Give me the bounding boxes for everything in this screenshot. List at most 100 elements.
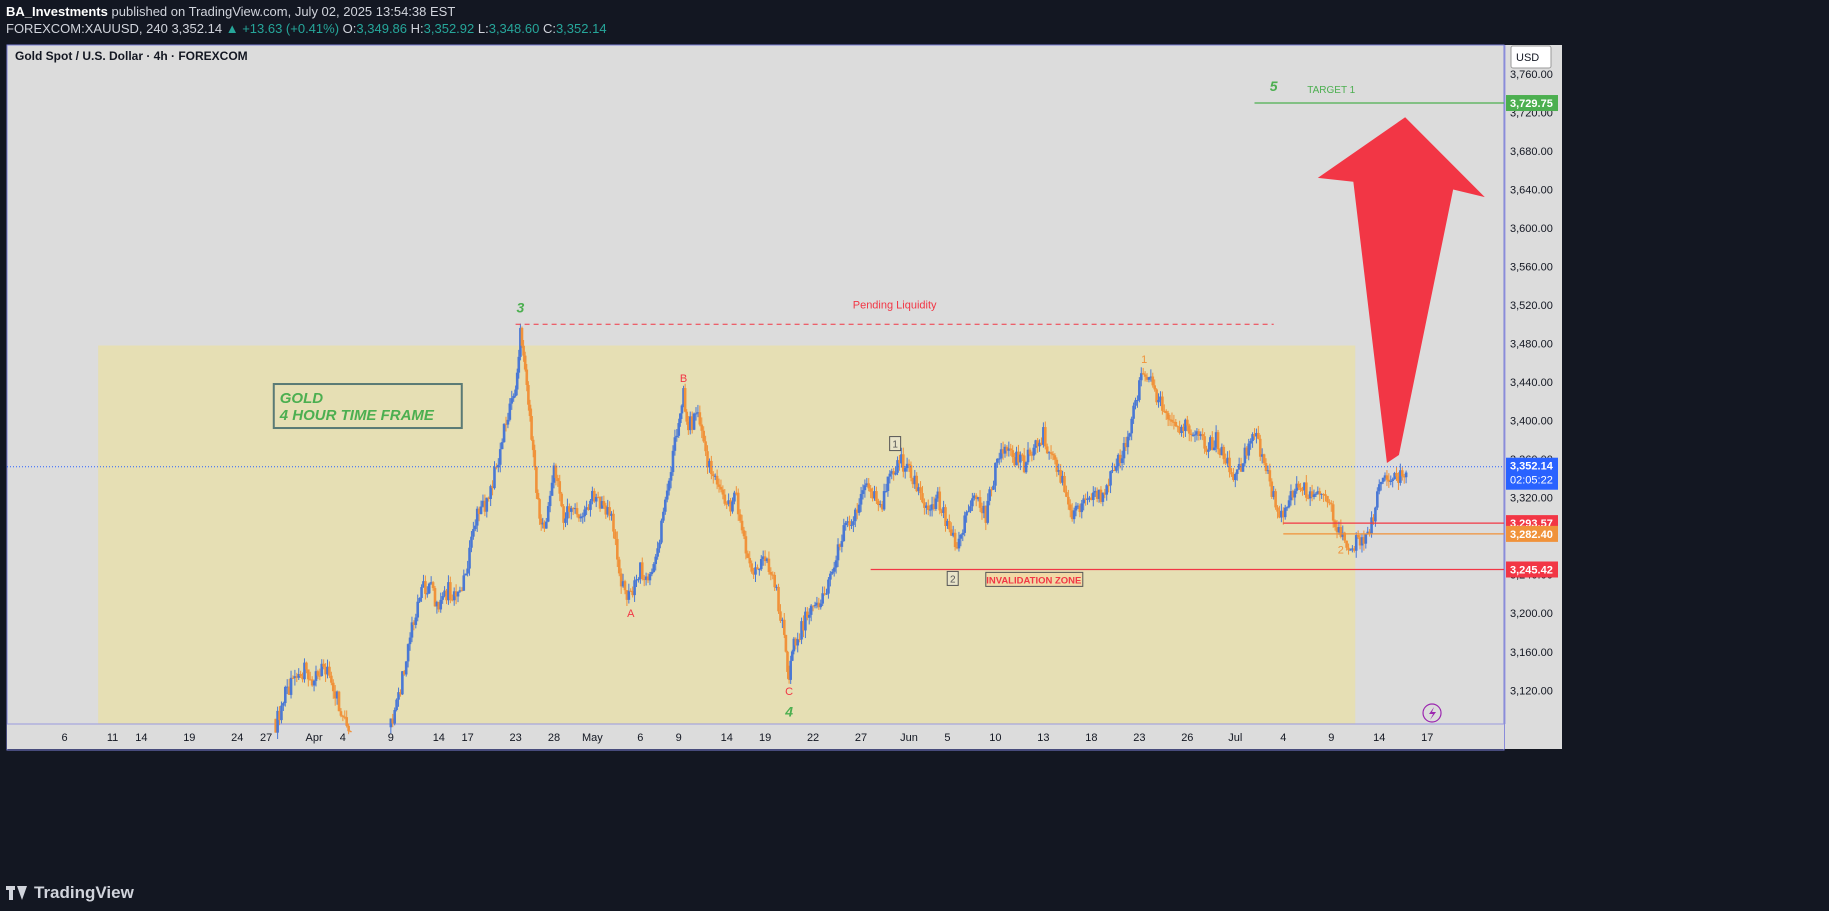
currency-box [1510, 45, 1552, 69]
candle-body [566, 506, 569, 519]
candle-body [996, 458, 999, 463]
candle-body [1232, 474, 1235, 480]
candle-body [1095, 490, 1099, 499]
wave-label: 1 [892, 440, 898, 451]
candle-body [1358, 537, 1362, 546]
candle-body [1022, 455, 1026, 473]
candle-body [1324, 494, 1327, 496]
candle-body [450, 599, 454, 601]
candle-body [884, 491, 888, 493]
candle-body [756, 567, 759, 570]
candle-body [1047, 452, 1051, 454]
candle-body [984, 505, 988, 523]
candle-body [1253, 434, 1256, 437]
candle-body [1063, 475, 1066, 493]
candle-body [506, 419, 510, 425]
candle-body [982, 505, 986, 514]
plot-border [6, 44, 1505, 751]
price-chart[interactable]: USD3,120.003,160.003,200.003,240.003,280… [6, 44, 1756, 874]
candle-body [679, 413, 682, 424]
candle-body [740, 520, 744, 531]
x-tick-label: 9 [388, 732, 394, 744]
candle-body [343, 716, 347, 718]
candle-body [569, 508, 573, 512]
candle-body [422, 581, 425, 588]
low-label: L: [477, 21, 489, 36]
candle-body [560, 493, 563, 507]
candle-body [1162, 410, 1166, 412]
candle-body [395, 699, 398, 711]
candle-body [682, 388, 685, 406]
candle-body [925, 505, 928, 508]
candle-body [999, 449, 1003, 459]
candle-body [1078, 505, 1082, 513]
candle-body [466, 568, 469, 574]
candle-body [408, 637, 412, 645]
candle-body [545, 521, 548, 529]
candle-body [761, 556, 765, 560]
candle-body [295, 676, 299, 678]
candle-body [1391, 479, 1394, 481]
candle-body [331, 682, 335, 692]
candle-body [789, 660, 792, 680]
candle-body [1030, 454, 1034, 456]
candle-body [585, 507, 588, 510]
candle-body [949, 529, 953, 536]
x-tick-label: May [582, 732, 603, 744]
wave-label: 1 [1141, 354, 1147, 366]
candle-body [869, 488, 872, 492]
candle-body [1216, 432, 1220, 450]
candle-body [587, 507, 590, 510]
candle-body [437, 602, 441, 610]
pending-liquidity-label: Pending Liquidity [853, 299, 937, 311]
candle-body [729, 500, 732, 512]
candle-body [531, 439, 535, 451]
author-name[interactable]: BA_Investments [6, 4, 108, 19]
title-box-line1: GOLD [280, 390, 323, 407]
candle-body [1285, 507, 1289, 509]
candle-body [971, 498, 974, 507]
candle-body [948, 520, 951, 530]
candle-body [1228, 457, 1231, 473]
candle-body [821, 593, 824, 604]
candle-body [942, 507, 945, 514]
level-price-label-resistance-2: 3,282.40 [1510, 529, 1553, 541]
y-tick-label: 3,520.00 [1510, 300, 1553, 312]
candle-body [702, 430, 705, 442]
candle-body [406, 644, 410, 662]
candle-body [656, 548, 659, 557]
candle-body [775, 586, 778, 588]
candle-body [410, 622, 414, 638]
candle-body [1239, 464, 1243, 472]
x-tick-label: 14 [1373, 732, 1385, 744]
publish-info: BA_Investments published on TradingView.… [6, 4, 455, 19]
candle-body [594, 496, 598, 502]
candle-body [1295, 483, 1299, 491]
candle-body [528, 404, 532, 417]
candle-body [612, 513, 615, 532]
candle-body [1318, 491, 1322, 495]
candle-body [412, 622, 416, 625]
candle-body [794, 638, 798, 646]
chart-area[interactable]: USD3,120.003,160.003,200.003,240.003,280… [6, 44, 1756, 874]
candle-body [852, 521, 855, 525]
candle-body [1393, 472, 1396, 480]
candle-body [877, 501, 880, 506]
candle-body [840, 541, 844, 547]
candle-body [782, 619, 786, 635]
candle-body [1272, 491, 1275, 497]
candle-body [807, 614, 811, 618]
candle-body [646, 576, 650, 581]
symbol-label: FOREXCOM:XAUUSD, 240 [6, 21, 168, 36]
candle-body [592, 490, 596, 502]
candle-body [809, 605, 813, 615]
x-tick-label: 5 [944, 732, 950, 744]
candle-body [1212, 447, 1216, 451]
candle-body [735, 492, 738, 494]
candle-body [1218, 449, 1222, 456]
annotation-label: TARGET 1 [1307, 85, 1355, 96]
candle-body [525, 369, 529, 385]
tradingview-brand[interactable]: TradingView [6, 882, 134, 904]
candle-body [1134, 400, 1137, 406]
candle-body [1266, 470, 1270, 472]
